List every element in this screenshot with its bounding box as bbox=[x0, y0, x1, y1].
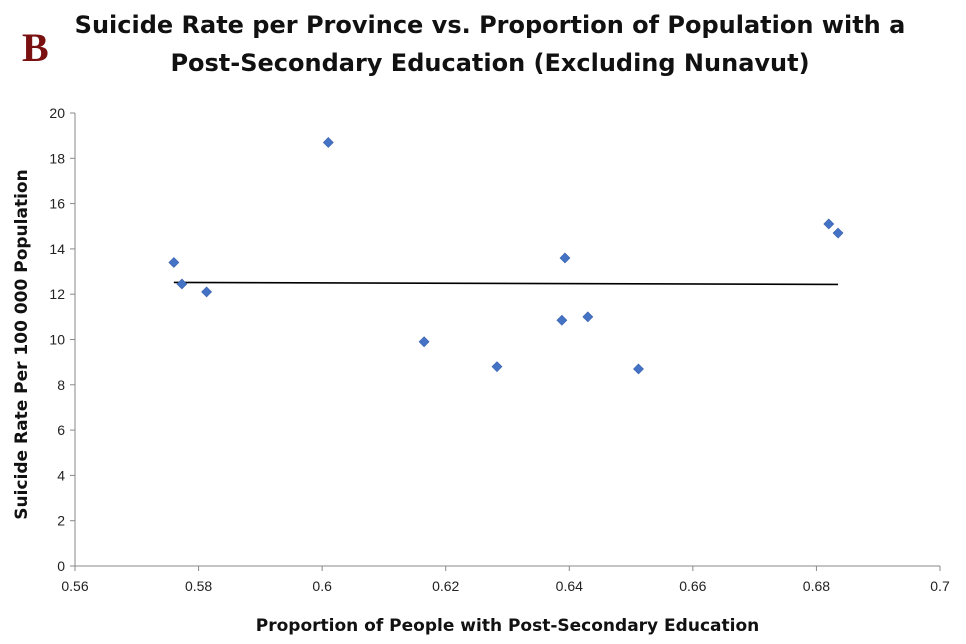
x-tick-label: 0.6 bbox=[312, 578, 332, 594]
x-tick-label: 0.56 bbox=[61, 578, 88, 594]
axes bbox=[74, 113, 940, 567]
data-point bbox=[176, 278, 188, 290]
y-tick-label: 12 bbox=[49, 286, 65, 302]
y-tick-label: 2 bbox=[57, 513, 65, 529]
data-point bbox=[823, 218, 835, 230]
y-tick-label: 10 bbox=[49, 332, 65, 348]
x-tick-label: 0.62 bbox=[432, 578, 459, 594]
data-point bbox=[556, 314, 568, 326]
x-tick-label: 0.58 bbox=[185, 578, 212, 594]
y-axis-ticks: 0 2 4 6 8 10 12 14 16 18 20 bbox=[49, 105, 75, 574]
data-point bbox=[418, 336, 430, 348]
data-point bbox=[322, 137, 334, 148]
data-point bbox=[168, 257, 180, 268]
data-point bbox=[491, 361, 503, 373]
y-tick-label: 4 bbox=[57, 467, 65, 483]
y-tick-label: 20 bbox=[49, 105, 65, 121]
y-tick-label: 16 bbox=[49, 196, 65, 212]
y-tick-label: 14 bbox=[49, 241, 65, 257]
y-axis-label: Suicide Rate Per 100 000 Population bbox=[12, 169, 32, 519]
data-point bbox=[559, 252, 571, 264]
chart-title: Suicide Rate per Province vs. Proportion… bbox=[60, 6, 920, 82]
data-point bbox=[633, 363, 644, 375]
x-tick-label: 0.7 bbox=[930, 578, 950, 594]
x-tick-label: 0.64 bbox=[556, 578, 583, 594]
y-tick-label: 18 bbox=[49, 150, 65, 166]
x-tick-label: 0.66 bbox=[679, 578, 706, 594]
chart-title-line-2: Post-Secondary Education (Excluding Nuna… bbox=[170, 49, 810, 77]
data-point bbox=[832, 227, 844, 239]
x-tick-label: 0.68 bbox=[803, 578, 830, 594]
data-points bbox=[168, 137, 844, 375]
data-point bbox=[201, 286, 213, 298]
x-axis-label: Proportion of People with Post-Secondary… bbox=[256, 616, 759, 636]
trendline-layer bbox=[173, 281, 839, 286]
panel-label: B bbox=[22, 25, 49, 70]
y-tick-label: 6 bbox=[57, 422, 65, 438]
chart-title-line-1: Suicide Rate per Province vs. Proportion… bbox=[74, 11, 906, 39]
y-tick-label: 8 bbox=[57, 377, 65, 393]
x-axis-ticks: 0.56 0.58 0.6 0.62 0.64 0.66 0.68 0.7 bbox=[61, 566, 950, 594]
data-point bbox=[582, 311, 594, 323]
y-tick-label: 0 bbox=[57, 558, 65, 574]
trendline bbox=[173, 281, 839, 286]
